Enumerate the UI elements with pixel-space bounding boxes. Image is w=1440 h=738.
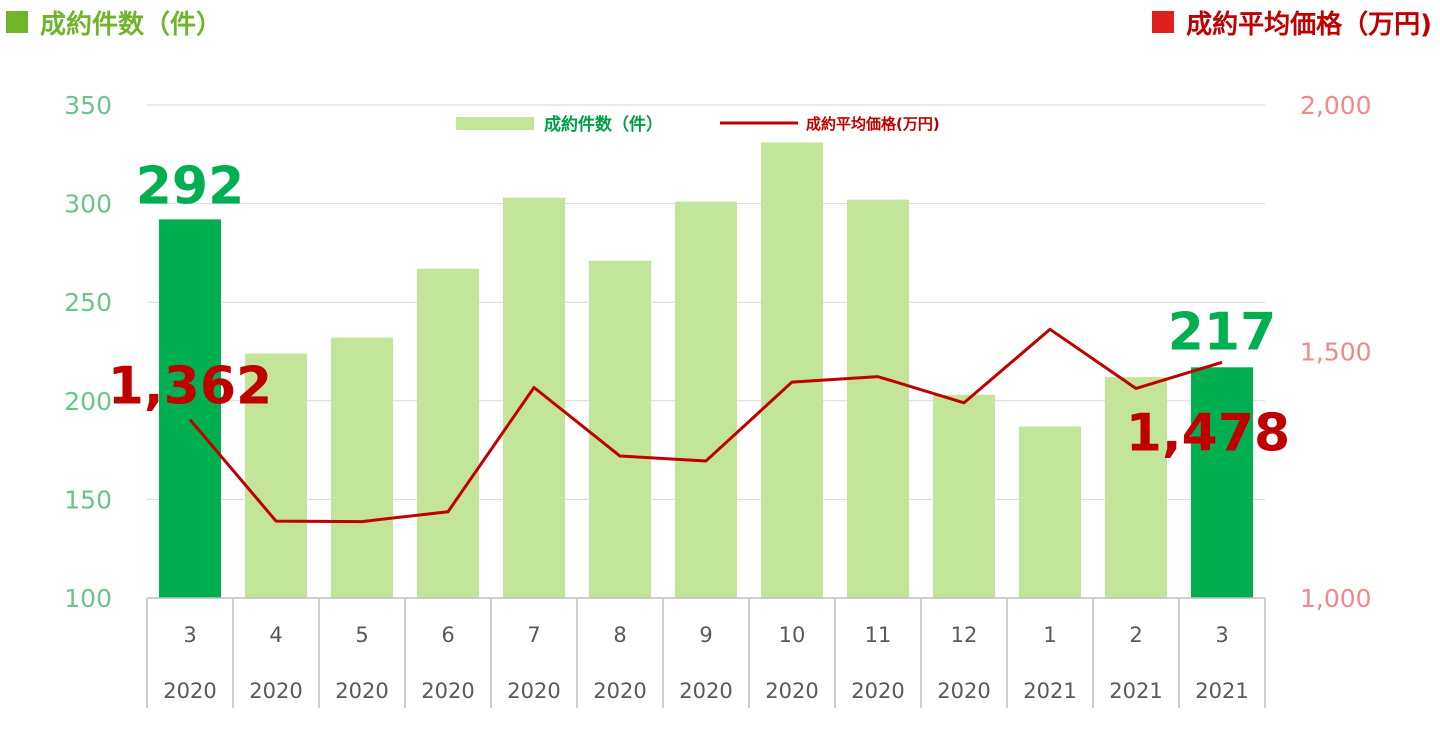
- bar: [933, 394, 995, 598]
- legend-bar-label: 成約件数（件）: [544, 114, 663, 135]
- legend-line-label: 成約平均価格(万円): [806, 115, 940, 133]
- year-label: 2020: [163, 679, 216, 703]
- line-label-first: 1,362: [108, 357, 272, 417]
- bar: [589, 260, 651, 598]
- left-tick-label: 150: [64, 485, 112, 514]
- month-label: 8: [613, 623, 626, 647]
- bar: [245, 353, 307, 598]
- year-label: 2020: [765, 679, 818, 703]
- month-label: 10: [779, 623, 806, 647]
- month-label: 5: [355, 623, 368, 647]
- bar-label-first: 292: [136, 156, 245, 216]
- year-label: 2021: [1195, 679, 1248, 703]
- year-label: 2020: [679, 679, 732, 703]
- bar: [159, 219, 221, 598]
- bar: [417, 268, 479, 598]
- year-label: 2021: [1109, 679, 1162, 703]
- left-tick-label: 250: [64, 288, 112, 317]
- month-label: 4: [269, 623, 282, 647]
- month-label: 3: [1215, 623, 1228, 647]
- month-label: 9: [699, 623, 712, 647]
- right-axis-title: 成約平均価格（万円): [1152, 4, 1432, 40]
- bar: [847, 199, 909, 598]
- left-tick-label: 300: [64, 190, 112, 219]
- year-label: 2020: [937, 679, 990, 703]
- year-label: 2020: [851, 679, 904, 703]
- line-series: [188, 327, 1223, 524]
- price-line: [188, 327, 1223, 524]
- red-square-icon: [1152, 11, 1175, 33]
- bar: [1105, 377, 1167, 598]
- bar-series: [159, 142, 1253, 599]
- year-label: 2020: [421, 679, 474, 703]
- data-labels: 292 217 1,362 1,478: [108, 156, 1290, 463]
- right-tick-label: 1,500: [1300, 338, 1372, 367]
- left-tick-label: 350: [64, 91, 112, 120]
- left-tick-label: 100: [64, 584, 112, 613]
- left-tick-label: 200: [64, 387, 112, 416]
- green-square-icon: [6, 11, 28, 33]
- chart-legend: 成約件数（件） 成約平均価格(万円): [456, 114, 940, 135]
- bar: [1019, 426, 1081, 598]
- bar: [761, 142, 823, 598]
- right-tick-label: 2,000: [1300, 91, 1372, 120]
- x-axis: 3 2020 4 2020 5 2020 6 2020 7 2020 8 2020 9 2020 10 202…: [146, 597, 1266, 708]
- year-label: 2020: [593, 679, 646, 703]
- bar: [503, 197, 565, 598]
- left-axis-title: 成約件数（件）: [6, 4, 222, 40]
- right-tick-label: 1,000: [1300, 584, 1372, 613]
- bar-label-last: 217: [1168, 302, 1277, 362]
- month-label: 2: [1129, 623, 1142, 647]
- y-axis-ticks: 100 150 200 250 300 350 1,000 1,500 2,000: [64, 91, 1371, 613]
- year-label: 2020: [507, 679, 560, 703]
- year-label: 2020: [249, 679, 302, 703]
- left-axis-title-text: 成約件数（件）: [40, 9, 223, 40]
- month-label: 11: [865, 623, 892, 647]
- month-label: 3: [183, 623, 196, 647]
- legend-bar-swatch: [456, 117, 534, 130]
- month-label: 12: [951, 623, 978, 647]
- month-label: 7: [527, 623, 540, 647]
- month-label: 6: [441, 623, 454, 647]
- year-label: 2020: [335, 679, 388, 703]
- line-label-last: 1,478: [1126, 403, 1290, 463]
- right-axis-title-text: 成約平均価格（万円): [1186, 9, 1432, 40]
- month-label: 1: [1043, 623, 1056, 647]
- bar: [675, 201, 737, 599]
- bar: [331, 337, 393, 598]
- year-label: 2021: [1023, 679, 1076, 703]
- bar: [1191, 367, 1253, 598]
